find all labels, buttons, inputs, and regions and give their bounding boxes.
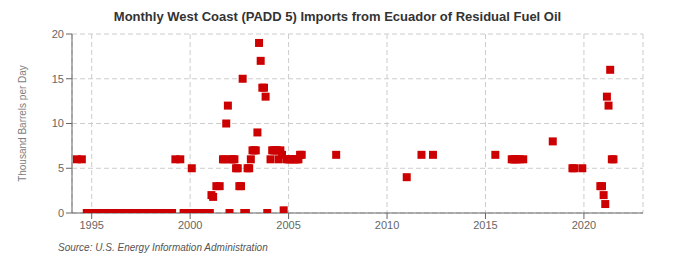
svg-text:2010: 2010 (375, 219, 399, 231)
svg-text:10: 10 (52, 117, 64, 129)
svg-text:15: 15 (52, 73, 64, 85)
svg-text:2015: 2015 (473, 219, 497, 231)
svg-text:1995: 1995 (79, 219, 103, 231)
svg-text:2020: 2020 (572, 219, 596, 231)
svg-text:Thousand Barrels per Day: Thousand Barrels per Day (17, 65, 28, 182)
svg-text:2000: 2000 (178, 219, 202, 231)
html-text:Monthly West Coast (PADD 5) Im: Monthly West Coast (PADD 5) Imports from… (113, 9, 562, 24)
html-text:Source: U.S. Energy Informatio: Source: U.S. Energy Information Administ… (58, 242, 268, 253)
svg-text:2005: 2005 (276, 219, 300, 231)
svg-text:0: 0 (58, 207, 64, 219)
svg-text:5: 5 (58, 162, 64, 174)
svg-text:20: 20 (52, 28, 64, 40)
